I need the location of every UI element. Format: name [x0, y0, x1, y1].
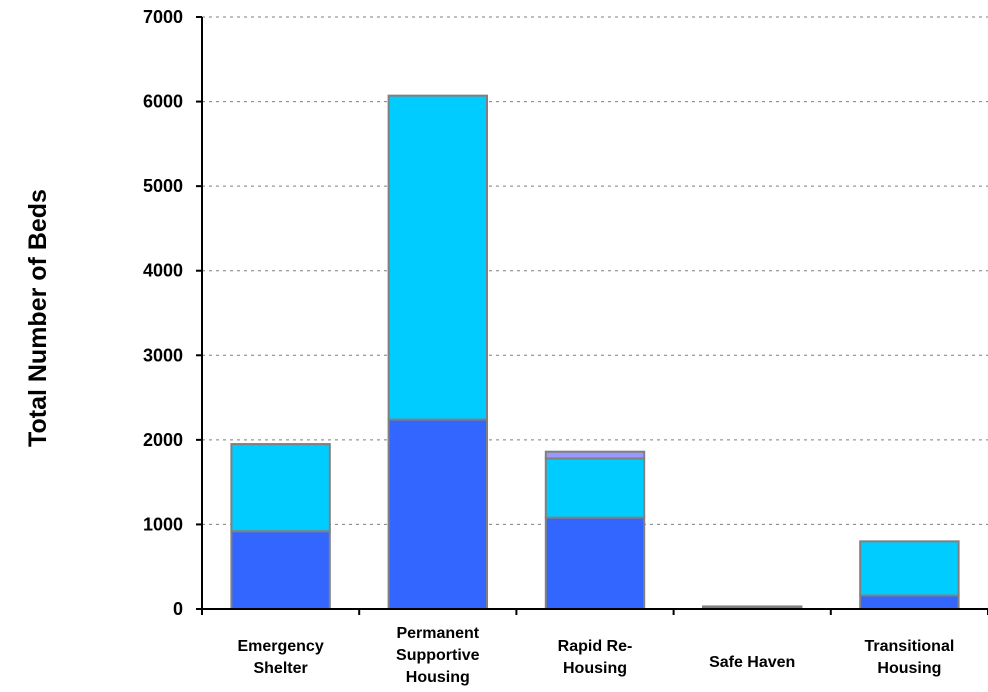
bar-segment: [230, 443, 331, 533]
y-tick-label: 6000: [143, 92, 183, 112]
bar-segment: [544, 450, 646, 460]
y-axis-title: Total Number of Beds: [24, 189, 52, 447]
bar-segment: [230, 530, 331, 610]
axes: [201, 17, 988, 610]
bar-segment: [859, 594, 960, 610]
bar-segment: [387, 94, 489, 421]
bar-segment: [859, 540, 960, 597]
y-tick-labels: 0 1000 2000 3000 4000 5000 6000 7000: [143, 7, 988, 619]
bars: [230, 94, 960, 611]
x-tick-label: Emergency Shelter: [237, 638, 323, 677]
y-tick-label: 1000: [143, 514, 183, 534]
y-tick-label: 0: [173, 599, 183, 619]
bar-segment: [544, 516, 646, 610]
x-tick-label: Transitional Housing: [865, 638, 955, 677]
x-tick-label: Safe Haven: [709, 654, 795, 671]
bar-segment: [544, 457, 646, 519]
x-tick-label: Permanent Supportive Housing: [396, 625, 480, 686]
y-tick-label: 4000: [143, 261, 183, 281]
y-tick-label: 3000: [143, 345, 183, 365]
x-tick-labels: Emergency Shelter Permanent Supportive Housi…: [237, 625, 954, 686]
x-tick-label: Rapid Re-Housing: [558, 638, 633, 677]
bar-segment: [387, 418, 489, 610]
y-tick-label: 5000: [143, 176, 183, 196]
y-tick-label: 2000: [143, 430, 183, 450]
y-tick-label: 7000: [143, 7, 183, 27]
bar-segment: [701, 605, 803, 610]
